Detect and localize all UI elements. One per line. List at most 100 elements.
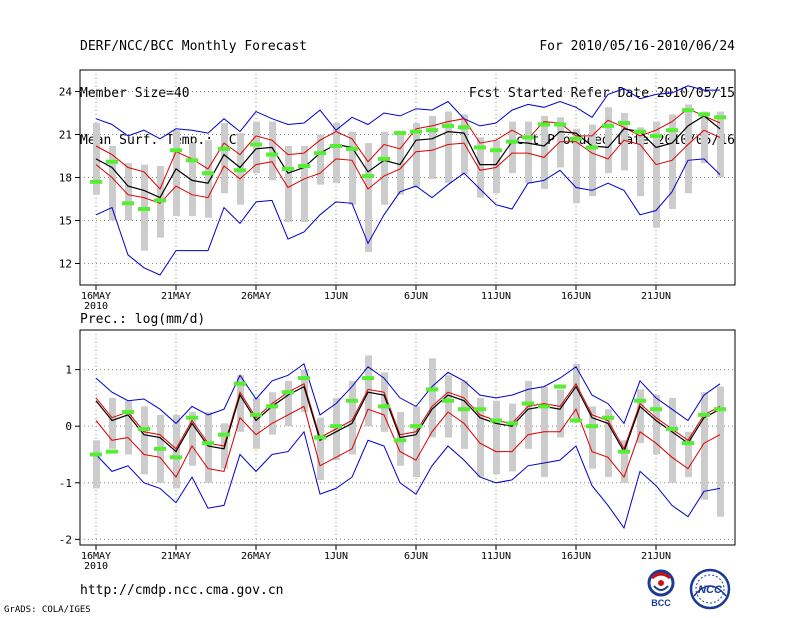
temp-observed-marker [618,121,630,126]
temp-observed-marker [458,125,470,130]
prec-range-bar [605,409,612,478]
temp-range-bar [413,123,420,188]
temp-observed-marker [282,166,294,171]
prec-range-bar [429,358,436,438]
temp-observed-marker [602,123,614,128]
prec-observed-marker [138,427,150,432]
bcc-logo-icon: BCC [647,569,675,608]
temp-xtick-label: 1JUN [324,291,348,302]
prec-range-bar [461,380,468,449]
source-url[interactable]: http://cmdp.ncc.cma.gov.cn [80,583,284,598]
temp-range-bar [205,140,212,218]
prec-xtick-label: 1JUN [324,551,348,562]
grads-credit: GrADS: COLA/IGES [4,605,91,615]
prec-observed-marker [490,418,502,423]
prec-xtick-label: 16MAY [81,551,111,562]
temp-observed-marker [426,128,438,133]
prec-range-bar [653,395,660,455]
prec-observed-marker [522,401,534,406]
prec-xtick-label: 11JUN [481,551,511,562]
temp-range-bar [525,121,532,184]
temp-xtick-label: 6JUN [404,291,428,302]
prec-xtick-label: 21MAY [161,551,191,562]
temp-observed-marker [186,158,198,163]
prec-range-bar [589,406,596,469]
temp-observed-marker [314,151,326,156]
prec-observed-marker [394,438,406,443]
temp-range-bar [221,123,228,194]
temp-observed-marker [330,143,342,148]
temp-range-bar [189,143,196,217]
temp-ytick-label: 24 [59,86,73,99]
prec-observed-marker [714,407,726,412]
temp-observed-marker [506,139,518,144]
prec-range-bar [701,392,708,500]
prec-observed-marker [346,398,358,403]
temp-observed-marker [154,198,166,203]
prec-min-line [95,430,721,530]
forecast-period: For 2010/05/16-2010/06/24 [539,39,735,54]
temp-observed-marker [346,146,358,151]
temp-observed-marker [714,115,726,120]
temp-range-bar [669,114,676,210]
prec-range-bar [637,389,644,444]
prec-range-bar [349,380,356,455]
prec-max-line [95,363,721,425]
temp-observed-marker [218,146,230,151]
prec-observed-marker [538,404,550,409]
prec-observed-marker [122,410,134,415]
temp-range-bar [509,121,516,174]
prec-xtick-label: 21JUN [641,551,671,562]
prec-xtick-label: 16JUN [561,551,591,562]
temp-range-bar [701,111,708,164]
prec-range-bar [669,397,676,483]
temp-observed-marker [122,201,134,206]
temp-xtick-label: 16MAY [81,291,111,302]
temp-ytick-label: 12 [59,258,72,271]
temp-range-bar [269,121,276,181]
prec-observed-marker [282,390,294,395]
temp-range-bar [573,128,580,204]
temp-max-line [95,85,720,140]
prec-range-bar [685,431,692,478]
temp-observed-marker [554,122,566,127]
temp-range-bar [381,131,388,205]
temp-observed-marker [538,122,550,127]
temp-xtick-label: 26MAY [241,291,271,302]
prec-p25-line [95,405,721,479]
prec-plot-frame [79,329,736,546]
temp-observed-marker [570,136,582,141]
prec-ytick-label: 0 [65,420,72,433]
prec-ytick-label: -2 [59,533,72,546]
temp-xtick-label: 16JUN [561,291,591,302]
prec-ytick-label: -1 [59,477,72,490]
bcc-logo-text: BCC [651,598,671,608]
temp-observed-marker [666,128,678,133]
prec-observed-marker [234,381,246,386]
temp-observed-marker [170,148,182,153]
prec-observed-marker [570,418,582,423]
prec-observed-marker [106,449,118,454]
temp-range-bar [589,124,596,197]
prec-mean-line [95,385,721,454]
prec-observed-marker [426,387,438,392]
temp-range-bar [365,143,372,253]
temp-range-bar [125,163,132,221]
prec-observed-marker [314,435,326,440]
prec-range-bar [477,397,484,478]
prec-observed-marker [682,441,694,446]
prec-observed-marker [602,415,614,420]
prec-observed-marker [378,404,390,409]
temp-observed-marker [650,133,662,138]
prec-observed-marker [474,407,486,412]
temp-range-bar [477,137,484,198]
temp-range-bar [109,145,116,221]
temp-range-bar [333,123,340,184]
member-size: Member Size=40 [80,86,190,101]
temp-range-bar [717,111,724,178]
temp-observed-marker [90,179,102,184]
temp-observed-marker [202,171,214,176]
prec-range-bar [269,392,276,435]
prec-xtick-label: 6JUN [404,551,428,562]
